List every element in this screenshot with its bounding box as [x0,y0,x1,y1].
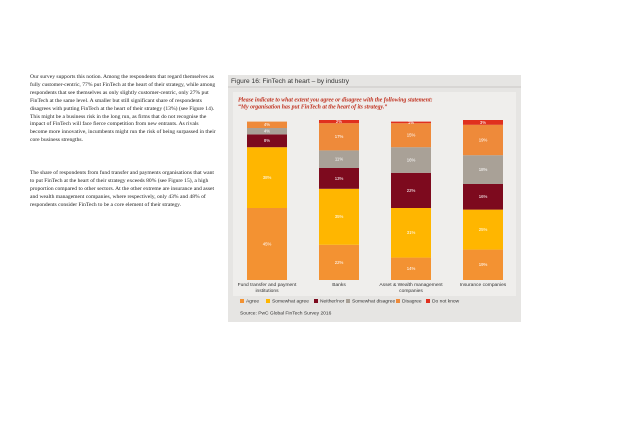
legend-label: Do not know [432,299,460,305]
data-label: 4% [264,122,270,127]
legend-swatch [266,299,270,303]
category-label: Asset & Wealth management companies [379,283,443,294]
bar-segment [247,128,287,135]
bar-segment [391,257,431,280]
bar-segment [391,121,431,124]
bar-segment [247,147,287,208]
category-label: Banks [332,283,346,288]
data-label: 31% [407,230,416,235]
bar-segment [247,208,287,280]
data-label: 14% [407,266,416,271]
data-label: 3% [480,120,486,125]
data-label: 19% [479,137,488,142]
legend-label: Agree [246,299,259,305]
bar-segment [391,123,431,148]
paragraph: Our survey supports this notion. Among t… [30,74,216,144]
chart-subtitle: Please indicate to what extent you agree… [238,97,433,103]
bar-segment [463,120,503,125]
data-label: 2% [336,119,342,124]
data-label: 18% [479,167,488,172]
bar-segment [391,208,431,258]
bar-segment [463,209,503,250]
chart-source: Source: PwC Global FinTech Survey 2016 [240,310,332,316]
legend-label: Neither/nor [320,299,345,305]
paragraph: The share of respondents from fund trans… [30,170,215,208]
data-label: 45% [263,241,272,246]
bar-segment [319,150,359,168]
bar-segment [463,249,503,280]
bar-segment [319,123,359,151]
data-label: 16% [479,194,488,199]
bar-segment [319,244,359,280]
category-label: Fund transfer and payment institutions [237,283,297,294]
legend-label: Somewhat disagree [352,299,396,305]
data-label: 1% [408,120,414,125]
legend-swatch [240,299,244,303]
bar-segment [319,188,359,245]
bar-segment [319,168,359,189]
data-label: 13% [335,176,344,181]
data-label: 25% [479,227,488,232]
data-label: 17% [335,134,344,139]
bar-segment [319,120,359,124]
data-label: 22% [335,260,344,265]
data-label: 8% [264,138,270,143]
chart-title: Figure 16: FinTech at heart – by industr… [231,78,350,85]
bar-segment [247,121,287,128]
data-label: 16% [407,157,416,162]
data-label: 22% [407,188,416,193]
category-label: Insurance companies [459,283,507,288]
data-label: 35% [335,214,344,219]
data-label: 11% [335,157,343,162]
chart-question: “My organisation has put FinTech at the … [238,104,387,110]
bar-segment [391,172,431,208]
data-label: 38% [263,175,272,180]
bar-segment [247,134,287,148]
legend-swatch [346,299,350,303]
bar-segment [391,147,431,173]
bar-segment [463,124,503,156]
data-label: 15% [407,133,416,138]
data-label: 19% [479,262,488,267]
legend-label: Somewhat agree [272,299,309,305]
legend-swatch [426,299,430,303]
data-label: 4% [264,129,270,134]
bar-segment [463,184,503,210]
legend-swatch [396,299,400,303]
bar-segment [463,155,503,184]
legend-swatch [314,299,318,303]
legend-label: Disagree [402,299,422,305]
